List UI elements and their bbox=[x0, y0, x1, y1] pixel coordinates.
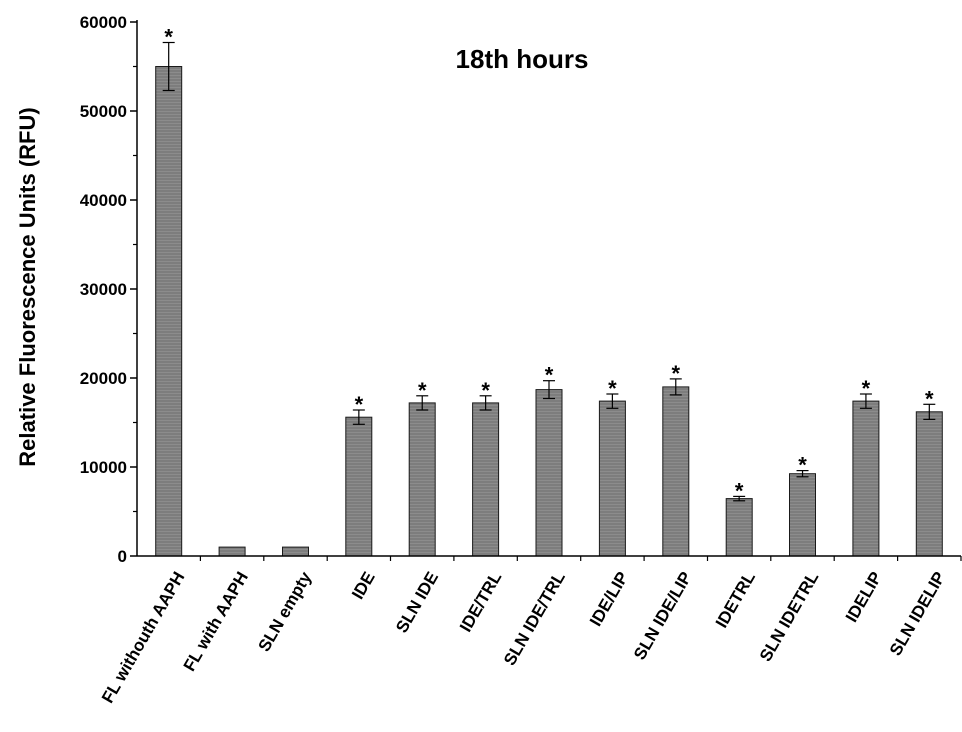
y-tick-label-6: 60000 bbox=[80, 13, 127, 32]
significance-mark-5: * bbox=[481, 378, 490, 403]
x-tick-label-10: SLN IDETRL bbox=[756, 569, 823, 665]
y-tick-label-3: 30000 bbox=[80, 280, 127, 299]
y-tick-label-2: 20000 bbox=[80, 369, 127, 388]
bar-1 bbox=[218, 546, 246, 557]
bar-6 bbox=[535, 389, 563, 557]
x-tick-label-1: FL with AAPH bbox=[180, 569, 252, 675]
error-bar-10 bbox=[796, 470, 809, 478]
bar-11 bbox=[852, 400, 880, 557]
error-bar-9 bbox=[733, 495, 746, 502]
bar-10 bbox=[789, 473, 816, 557]
error-bar-4 bbox=[416, 395, 429, 411]
significance-mark-6: * bbox=[545, 363, 554, 388]
error-bar-8 bbox=[669, 378, 682, 396]
x-tick-label-8: SLN IDE/LIP bbox=[630, 569, 696, 664]
bar-5 bbox=[472, 402, 500, 557]
y-tick-label-0: 0 bbox=[118, 547, 127, 566]
y-tick-label-1: 10000 bbox=[80, 458, 127, 477]
significance-mark-9: * bbox=[735, 478, 744, 503]
error-bar-7 bbox=[606, 393, 619, 409]
chart-title: 18th hours bbox=[456, 44, 589, 74]
significance-mark-4: * bbox=[418, 378, 427, 403]
x-tick-label-9: IDETRL bbox=[712, 569, 759, 632]
x-tick-label-12: SLN IDELIP bbox=[886, 568, 949, 658]
significance-mark-11: * bbox=[862, 376, 871, 401]
significance-mark-12: * bbox=[925, 386, 934, 411]
significance-mark-8: * bbox=[671, 361, 680, 386]
error-bar-6 bbox=[543, 380, 555, 400]
x-tick-label-0: FL withouth AAPH bbox=[98, 569, 189, 707]
error-bar-3 bbox=[352, 409, 365, 425]
error-bar-12 bbox=[923, 403, 936, 420]
bar-12 bbox=[915, 411, 943, 557]
bar-0 bbox=[155, 66, 183, 557]
bar-8 bbox=[662, 386, 690, 557]
y-tick-label-5: 50000 bbox=[80, 102, 127, 121]
bar-3 bbox=[345, 416, 373, 557]
error-bar-0 bbox=[162, 41, 175, 92]
x-tick-label-3: IDE bbox=[348, 569, 379, 603]
significance-mark-10: * bbox=[798, 453, 807, 478]
x-tick-label-5: IDE/TRL bbox=[456, 569, 506, 636]
bar-9 bbox=[725, 498, 753, 557]
bar-2 bbox=[282, 546, 309, 557]
significance-mark-3: * bbox=[355, 392, 364, 417]
y-axis-title: Relative Fluorescence Units (RFU) bbox=[15, 107, 40, 466]
bars-layer: * * * * * * * * * * * bbox=[155, 25, 943, 557]
significance-mark-0: * bbox=[164, 25, 173, 50]
error-bar-5 bbox=[479, 395, 492, 411]
x-tick-label-11: IDELIP bbox=[842, 569, 886, 626]
x-tick-label-4: SLN IDE bbox=[392, 569, 442, 637]
y-tick-label-4: 40000 bbox=[80, 191, 127, 210]
x-tick-label-2: SLN empty bbox=[254, 568, 315, 655]
x-tick-label-6: SLN IDE/TRL bbox=[500, 569, 569, 669]
x-tick-label-7: IDE/LIP bbox=[586, 569, 632, 630]
significance-mark-7: * bbox=[608, 376, 617, 401]
bar-7 bbox=[598, 400, 626, 557]
bar-4 bbox=[408, 402, 436, 557]
error-bar-11 bbox=[859, 393, 872, 409]
